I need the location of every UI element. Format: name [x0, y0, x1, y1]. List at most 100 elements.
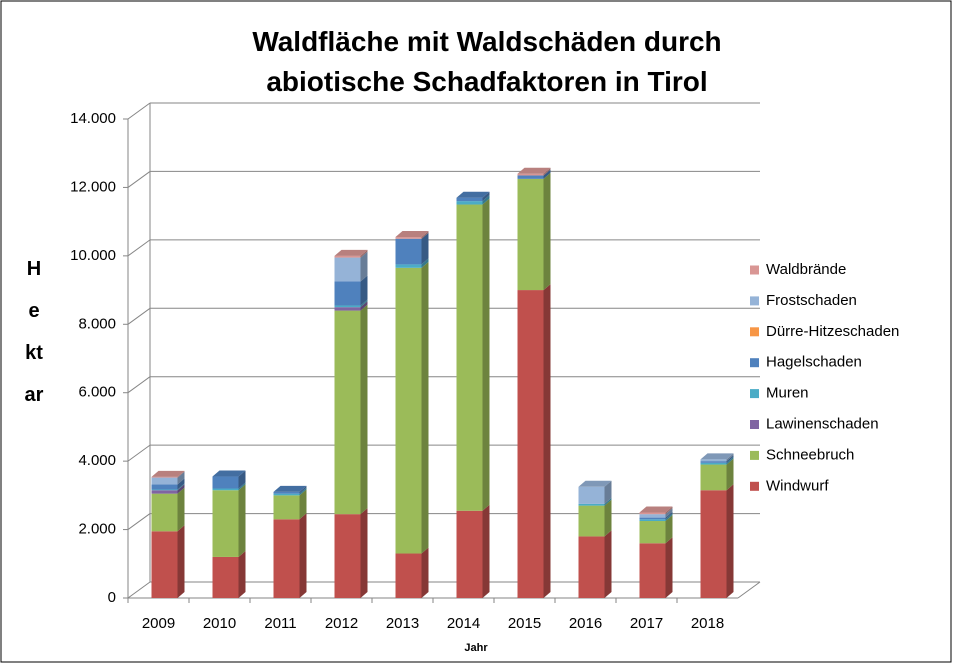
legend-swatch: [750, 450, 759, 460]
bar-side: [543, 169, 551, 179]
bar-side: [238, 470, 246, 489]
bar-segment: [273, 495, 300, 520]
legend-swatch: [750, 296, 759, 306]
bar-segment: [639, 519, 666, 522]
bar-segment: [151, 531, 178, 598]
bar-side: [421, 232, 429, 265]
legend-swatch: [750, 389, 759, 399]
legend-label: Windwurf: [766, 477, 829, 494]
bar-top: [151, 470, 185, 477]
bar-segment: [273, 493, 300, 496]
bar-segment: [212, 488, 239, 491]
x-tick-label: 2014: [447, 615, 480, 632]
bar-segment: [273, 491, 300, 494]
x-tick-label: 2013: [386, 615, 419, 632]
legend-label: Waldbrände: [766, 261, 846, 278]
bar-side: [665, 513, 673, 522]
bar-side: [482, 195, 490, 205]
legend-swatch: [750, 327, 759, 337]
x-tick-label: 2016: [569, 615, 602, 632]
bar-segment: [456, 510, 483, 598]
bar-top: [639, 506, 673, 513]
bar-side: [665, 508, 673, 518]
bar-segment: [334, 281, 361, 306]
bar-side: [665, 511, 673, 520]
bar-segment: [212, 476, 239, 489]
bar-segment: [700, 462, 727, 465]
bar-side: [604, 530, 612, 598]
bar-segment: [151, 490, 178, 494]
bar-segment: [578, 536, 605, 598]
legend-label: Frostschaden: [766, 292, 857, 309]
bar-segment: [639, 514, 666, 518]
legend-label: Lawinenschaden: [766, 415, 879, 432]
bar-side: [421, 258, 429, 268]
x-axis-label: Jahr: [464, 642, 488, 654]
bar-segment: [456, 204, 483, 511]
bar-side: [177, 483, 185, 491]
grid-line: [127, 102, 151, 120]
bar-side: [543, 172, 551, 291]
x-tick-label: 2015: [508, 615, 541, 632]
bar-side: [482, 191, 490, 202]
bar-segment: [700, 464, 727, 491]
legend-label: Schneebruch: [766, 446, 854, 463]
bar-top: [517, 167, 551, 174]
x-tick-label: 2011: [264, 615, 296, 632]
bar-side: [360, 299, 368, 308]
bar-side: [604, 480, 612, 504]
bar-top: [456, 191, 490, 198]
bar-segment: [395, 264, 422, 268]
legend-label: Hagelschaden: [766, 354, 862, 371]
bar-side: [726, 456, 734, 465]
bar-side: [726, 484, 734, 598]
bar-side: [238, 482, 246, 491]
grid-line: [127, 307, 151, 325]
bar-side: [177, 470, 185, 478]
bar-segment: [517, 173, 544, 176]
chart-title: Waldfläche mit Waldschäden durch abiotis…: [252, 26, 722, 97]
bar-segment: [517, 175, 544, 179]
bar-side: [360, 275, 368, 306]
bar-side: [604, 497, 612, 506]
bar-segment: [456, 197, 483, 202]
bar-side: [665, 506, 673, 515]
y-tick-label: 6.000: [78, 384, 116, 401]
y-tick-label: 8.000: [78, 315, 116, 332]
bar-segment: [395, 238, 422, 265]
floor-right: [737, 581, 761, 599]
bar-segment: [151, 476, 178, 478]
bar-side: [177, 478, 185, 490]
bar-side: [421, 547, 429, 598]
bar-side: [360, 304, 368, 515]
bar-side: [177, 525, 185, 598]
grid-line: [127, 171, 151, 188]
bar-segment: [334, 514, 361, 598]
legend-swatch: [750, 420, 759, 429]
x-tick-label: 2012: [325, 615, 358, 632]
grid-line: [127, 376, 151, 394]
bar-side: [299, 487, 307, 496]
y-axis-label: Hektar: [24, 258, 44, 406]
bar-side: [360, 249, 368, 258]
grid-line: [127, 513, 151, 530]
x-tick-label: 2017: [630, 615, 663, 632]
bar-side: [604, 499, 612, 537]
grid-line: [127, 444, 151, 462]
bar-top: [578, 480, 612, 487]
bar-segment: [700, 490, 727, 598]
bar-segment: [395, 267, 422, 554]
bar-segment: [700, 459, 727, 462]
bar-segment: [273, 519, 300, 598]
bar-top: [700, 453, 734, 460]
bar-segment: [151, 493, 178, 532]
grid-line: [127, 581, 151, 599]
bar-segment: [395, 237, 422, 239]
bar-segment: [334, 257, 361, 282]
bar-segment: [334, 310, 361, 515]
bar-side: [299, 489, 307, 520]
y-tick-label: 14.000: [70, 110, 116, 127]
